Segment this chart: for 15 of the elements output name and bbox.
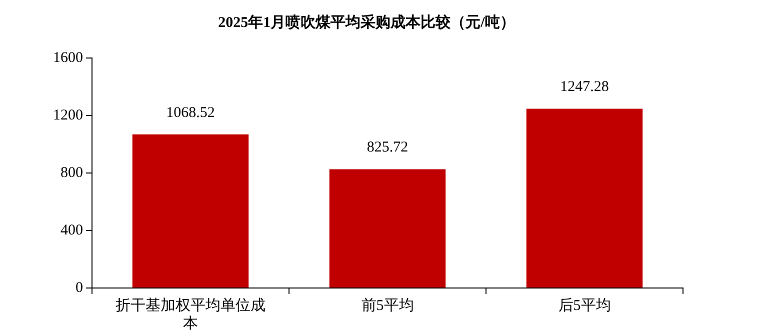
y-tick-label: 1600 [53,50,83,66]
data-label: 1247.28 [560,79,609,96]
data-label: 825.72 [366,140,408,156]
chart-title: 2025年1月喷吹煤平均采购成本比较（元/吨） [218,14,515,31]
data-label: 1068.52 [166,104,215,121]
bar [132,134,249,288]
y-tick-label: 400 [60,222,83,238]
y-tick-label: 800 [60,164,83,181]
y-tick-label: 0 [76,280,83,296]
x-tick-label: 折干基加权平均单位成本 [116,296,266,332]
y-tick-label: 1200 [53,107,83,124]
x-tick-label: 前5平均 [361,296,414,314]
x-tick-label: 后5平均 [558,296,611,314]
bar [329,169,446,288]
bar [526,108,643,288]
